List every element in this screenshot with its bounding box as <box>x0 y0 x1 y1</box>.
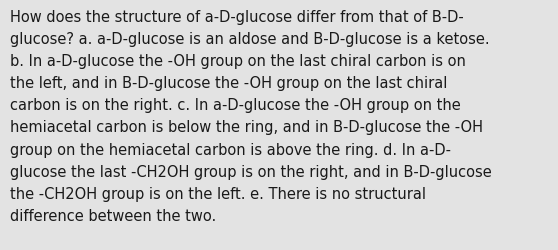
Text: glucose? a. a-D-glucose is an aldose and B-D-glucose is a ketose.: glucose? a. a-D-glucose is an aldose and… <box>10 32 490 47</box>
Text: group on the hemiacetal carbon is above the ring. d. In a-D-: group on the hemiacetal carbon is above … <box>10 142 451 157</box>
Text: carbon is on the right. c. In a-D-glucose the -OH group on the: carbon is on the right. c. In a-D-glucos… <box>10 98 461 113</box>
Text: hemiacetal carbon is below the ring, and in B-D-glucose the -OH: hemiacetal carbon is below the ring, and… <box>10 120 483 135</box>
Text: glucose the last -CH2OH group is on the right, and in B-D-glucose: glucose the last -CH2OH group is on the … <box>10 164 492 179</box>
Text: the -CH2OH group is on the left. e. There is no structural: the -CH2OH group is on the left. e. Ther… <box>10 186 426 201</box>
Text: b. In a-D-glucose the -OH group on the last chiral carbon is on: b. In a-D-glucose the -OH group on the l… <box>10 54 466 69</box>
Text: difference between the two.: difference between the two. <box>10 208 217 223</box>
Text: How does the structure of a-D-glucose differ from that of B-D-: How does the structure of a-D-glucose di… <box>10 10 464 25</box>
Text: the left, and in B-D-glucose the -OH group on the last chiral: the left, and in B-D-glucose the -OH gro… <box>10 76 448 91</box>
